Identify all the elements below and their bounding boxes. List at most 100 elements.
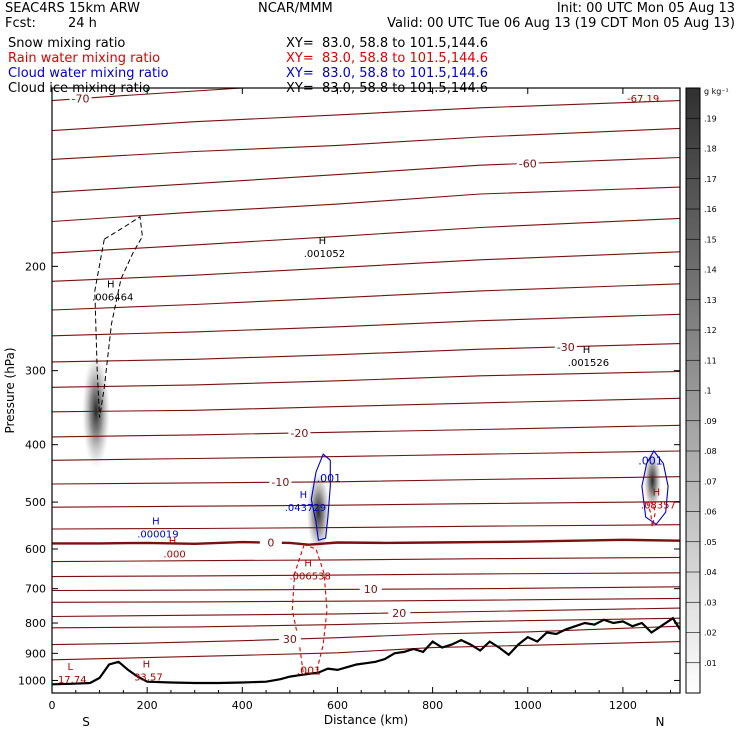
isotherm-line [52, 556, 680, 563]
extremum-value: .001052 [304, 249, 345, 260]
x-tick-label: 200 [137, 699, 158, 712]
extremum-value: .000 [163, 549, 185, 560]
isotherm-label: -20 [290, 427, 308, 440]
isotherm-line [52, 186, 680, 223]
colorbar-tick-label: .16 [704, 205, 717, 214]
cloud-water-contour [310, 453, 331, 542]
south-label: S [82, 715, 90, 729]
extremum-value: 17.74 [58, 675, 87, 686]
extremum-value: -67.19 [627, 94, 659, 105]
isotherm-label-bg [359, 583, 382, 596]
isotherm-line [52, 397, 680, 413]
y-axis-title: Pressure (hPa) [3, 347, 17, 433]
isotherm-line [52, 370, 680, 388]
cloud-water-label: .001 [638, 454, 663, 467]
forecast-label: Fcst: [5, 16, 36, 31]
y-tick-label: 700 [25, 583, 46, 596]
colorbar-tick-label: .18 [704, 145, 717, 154]
y-tick-label: 1000 [18, 674, 46, 687]
isotherm-label: 30 [283, 633, 297, 646]
x-axis-title: Distance (km) [324, 713, 408, 727]
y-tick-label: 900 [25, 647, 46, 660]
colorbar-tick-label: .15 [704, 235, 717, 244]
isotherm-label-bg [69, 92, 92, 105]
extremum-mark: H [653, 488, 661, 499]
isotherm-label-bg [288, 426, 311, 439]
extremum-mark: H [583, 345, 591, 356]
extremum-value: 33.57 [134, 673, 163, 684]
extremum-value: .006538 [289, 571, 330, 582]
isotherm-line [52, 156, 680, 193]
isotherm-line [52, 501, 680, 508]
isotherm-line [52, 100, 680, 132]
colorbar-tick-label: .1 [704, 387, 712, 396]
x-tick-label: 800 [422, 699, 443, 712]
model-name: SEAC4RS 15km ARW [5, 1, 141, 16]
shaded-maximum [643, 448, 662, 513]
valid-time: Valid: 00 UTC Tue 06 Aug 13 (19 CDT Mon … [387, 16, 735, 31]
x-tick-label: 1000 [514, 699, 542, 712]
isotherm-line [52, 538, 680, 546]
isotherm-line [52, 88, 253, 102]
y-tick-label: 600 [25, 543, 46, 556]
isotherm-label: -10 [271, 476, 289, 489]
field-coordinates: XY= 83.0, 58.8 to 101.5,144.6 [286, 66, 489, 81]
isotherm-label-bg [259, 536, 282, 549]
isotherm-line [52, 313, 680, 337]
isotherm-line [52, 283, 680, 311]
y-tick-label: 200 [25, 260, 46, 273]
rain-contour-label: .001 [297, 664, 322, 677]
colorbar-tick-label: .08 [704, 447, 717, 456]
colorbar-tick-label: .02 [704, 629, 717, 638]
plot-frame [51, 87, 681, 694]
colorbar-tick-label: .11 [704, 356, 717, 365]
isotherm-line [52, 450, 680, 461]
x-tick-label: 600 [327, 699, 348, 712]
colorbar-unit: g kg⁻¹ [704, 87, 729, 96]
isotherm-line [52, 641, 680, 661]
extremum-mark: H [143, 660, 151, 671]
extremum-mark: H [300, 490, 308, 501]
isotherm-label-bg [388, 606, 411, 619]
extremum-mark: H [152, 517, 160, 528]
isotherm-label-bg [554, 340, 577, 353]
colorbar-tick-label: .07 [704, 477, 717, 486]
x-tick-label: 1200 [609, 699, 637, 712]
isotherm-line [52, 424, 680, 438]
field-coordinates: XY= 83.0, 58.8 to 101.5,144.6 [286, 51, 489, 66]
isotherm-line [52, 524, 680, 530]
extremum-mark: H [107, 280, 115, 291]
extremum-value: .001526 [568, 358, 609, 369]
extremum-mark: H [169, 536, 177, 547]
center-name: NCAR/MMM [258, 1, 333, 16]
isotherm-line [52, 617, 680, 629]
isotherm-label: -60 [519, 157, 537, 170]
isotherm-label: 0 [267, 537, 274, 550]
extremum-value: .006464 [92, 293, 133, 304]
colorbar-tick-label: .13 [704, 296, 717, 305]
y-tick-label: 300 [25, 365, 46, 378]
cloud-water-contour [641, 450, 669, 526]
extremum-value: .000019 [137, 530, 178, 541]
extremum-mark: H [319, 236, 327, 247]
colorbar-tick-label: .06 [704, 508, 717, 517]
forecast-hours: 24 h [68, 16, 97, 31]
isotherm-line [52, 127, 680, 160]
colorbar-tick-label: .01 [704, 659, 717, 668]
extremum-mark: L [67, 662, 73, 673]
field-name: Snow mixing ratio [8, 36, 126, 51]
isotherm-label: -30 [557, 341, 575, 354]
y-tick-label: 800 [25, 617, 46, 630]
rain-contour [645, 501, 656, 527]
colorbar-tick-label: .03 [704, 598, 717, 607]
isotherm-line [52, 586, 680, 592]
isotherm-label-bg [278, 633, 301, 646]
isotherm-line [52, 251, 680, 282]
isotherm-line [52, 217, 680, 254]
terrain-line [52, 616, 680, 686]
colorbar-tick-label: .17 [704, 175, 717, 184]
snow-contour [94, 215, 143, 418]
y-tick-label: 400 [25, 439, 46, 452]
isotherm-line [52, 476, 680, 485]
